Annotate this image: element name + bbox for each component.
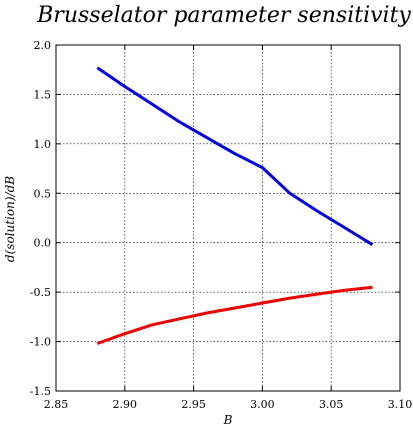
x-axis-label: B: [223, 413, 233, 427]
plot-frame: [55, 44, 401, 392]
y-tick-label: 1.5: [34, 88, 52, 101]
series-line-2: [96, 285, 373, 345]
x-tick-label: 3.10: [388, 398, 413, 411]
y-tick-label: -0.5: [30, 286, 51, 299]
series-line-1: [96, 66, 374, 246]
x-tick-label: 3.00: [250, 398, 275, 411]
series-layer: [96, 66, 374, 345]
chart-title: Brusselator parameter sensitivity: [36, 3, 411, 28]
y-axis-label: d(solution)/dB: [3, 176, 17, 262]
x-tick-label: 2.90: [113, 398, 138, 411]
y-tick-label: 1.0: [34, 138, 52, 151]
x-tick-label: 3.05: [319, 398, 344, 411]
y-tick-label: 2.0: [34, 39, 52, 52]
x-tick-label: 2.85: [44, 398, 69, 411]
y-tick-label: -1.0: [30, 336, 51, 349]
x-tick-label: 2.95: [181, 398, 206, 411]
y-tick-label: 0.0: [34, 237, 52, 250]
tick-layer: 2.85 2.90 2.95 3.00 3.05 3.10 -1.5 -1.0 -0.5 0.0 0…: [30, 39, 412, 411]
y-tick-label: 0.5: [34, 187, 52, 200]
y-tick-label: -1.5: [30, 385, 51, 398]
